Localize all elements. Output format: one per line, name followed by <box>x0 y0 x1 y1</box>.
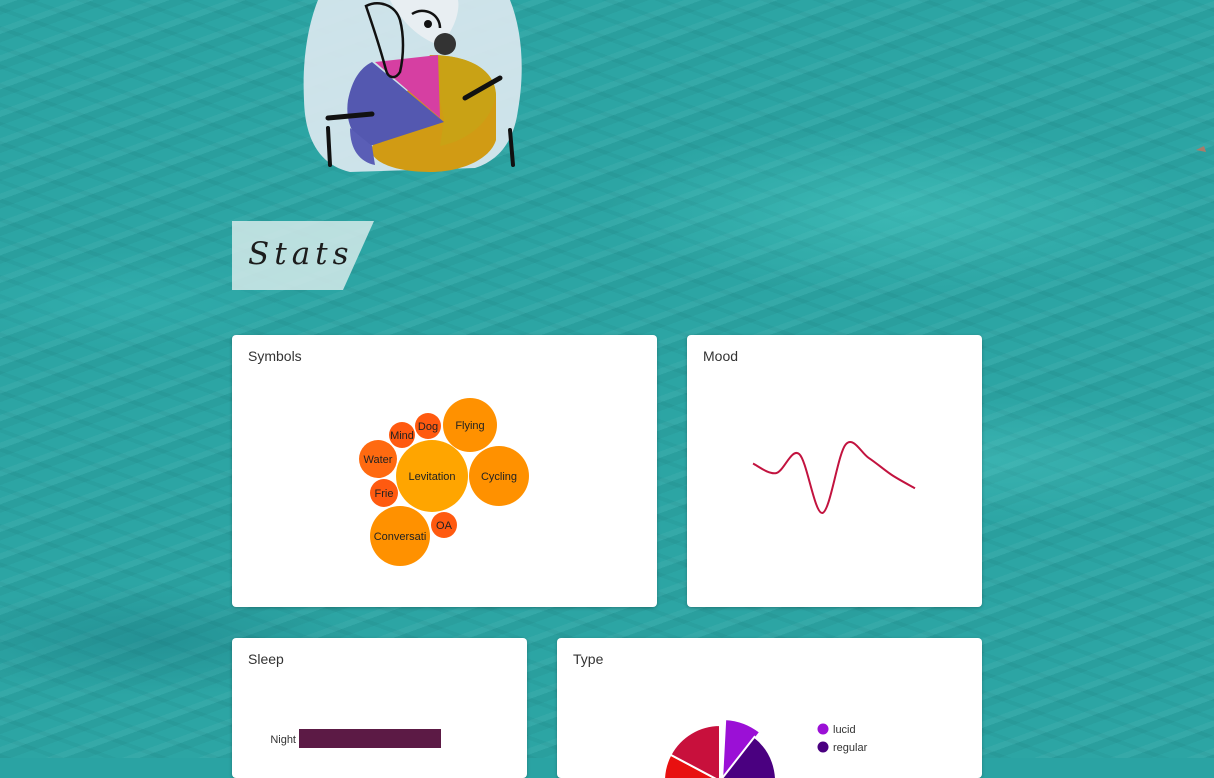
stats-banner-shape <box>232 221 374 290</box>
bubble-circle <box>415 413 441 439</box>
symbol-bubble[interactable]: Mind <box>389 422 415 448</box>
mood-card: Mood <box>687 335 982 607</box>
bubble-label: Frie <box>375 488 394 500</box>
bubble-label: Levitation <box>408 471 455 483</box>
mood-card-title: Mood <box>703 348 739 364</box>
sleep-category-label: Night <box>270 734 296 746</box>
bubble-label: Flying <box>455 420 484 432</box>
bubble-label: Cycling <box>481 471 517 483</box>
bubble-circle <box>370 506 430 566</box>
legend-swatch <box>817 723 829 735</box>
symbols-bubble-chart: Levitation Conversati Cycling Flying Water OA… <box>359 398 529 566</box>
symbols-card: Symbols Levitation Conversati Cycling Flyin… <box>232 335 657 607</box>
decorative-mark <box>1196 146 1206 152</box>
symbol-bubble[interactable]: Flying <box>443 398 497 452</box>
bubble-circle <box>359 440 397 478</box>
symbol-bubble[interactable]: Frie <box>370 479 398 507</box>
bubble-label: Water <box>364 454 393 466</box>
type-pie-chart: lucid regular <box>663 718 868 778</box>
sleep-bar-chart: Night <box>270 729 441 748</box>
mood-series-line <box>752 441 916 515</box>
type-card: Type lucid regular <box>557 638 982 778</box>
pie-creature-illustration <box>303 0 522 172</box>
bubble-circle <box>469 446 529 506</box>
symbol-bubble[interactable]: Dog <box>415 413 441 439</box>
legend-swatch <box>817 741 829 753</box>
bubble-label: Mind <box>390 430 414 442</box>
bubble-circle <box>370 479 398 507</box>
bubble-label: Dog <box>418 421 438 433</box>
page-title: Stats <box>248 236 354 272</box>
legend-item[interactable]: lucid <box>817 723 856 737</box>
symbol-bubble[interactable]: Conversati <box>370 506 430 566</box>
legend-item[interactable]: regular <box>817 741 868 755</box>
symbol-bubble[interactable]: OA <box>431 512 457 538</box>
symbol-bubble[interactable]: Cycling <box>469 446 529 506</box>
sleep-card-title: Sleep <box>248 651 284 667</box>
legend-label: regular <box>833 742 868 754</box>
symbol-bubble[interactable]: Water <box>359 440 397 478</box>
sleep-bar[interactable] <box>299 729 441 748</box>
bubble-circle <box>396 440 468 512</box>
sleep-card: Sleep Night <box>232 638 527 778</box>
symbol-bubble[interactable]: Levitation <box>396 440 468 512</box>
bubble-label: Conversati <box>374 531 427 543</box>
bubble-circle <box>443 398 497 452</box>
bubble-circle <box>389 422 415 448</box>
mood-line-chart <box>752 441 916 515</box>
bubble-label: OA <box>436 520 453 532</box>
type-card-title: Type <box>573 651 604 667</box>
bubble-circle <box>431 512 457 538</box>
legend-label: lucid <box>833 724 856 736</box>
symbols-card-title: Symbols <box>248 348 302 364</box>
